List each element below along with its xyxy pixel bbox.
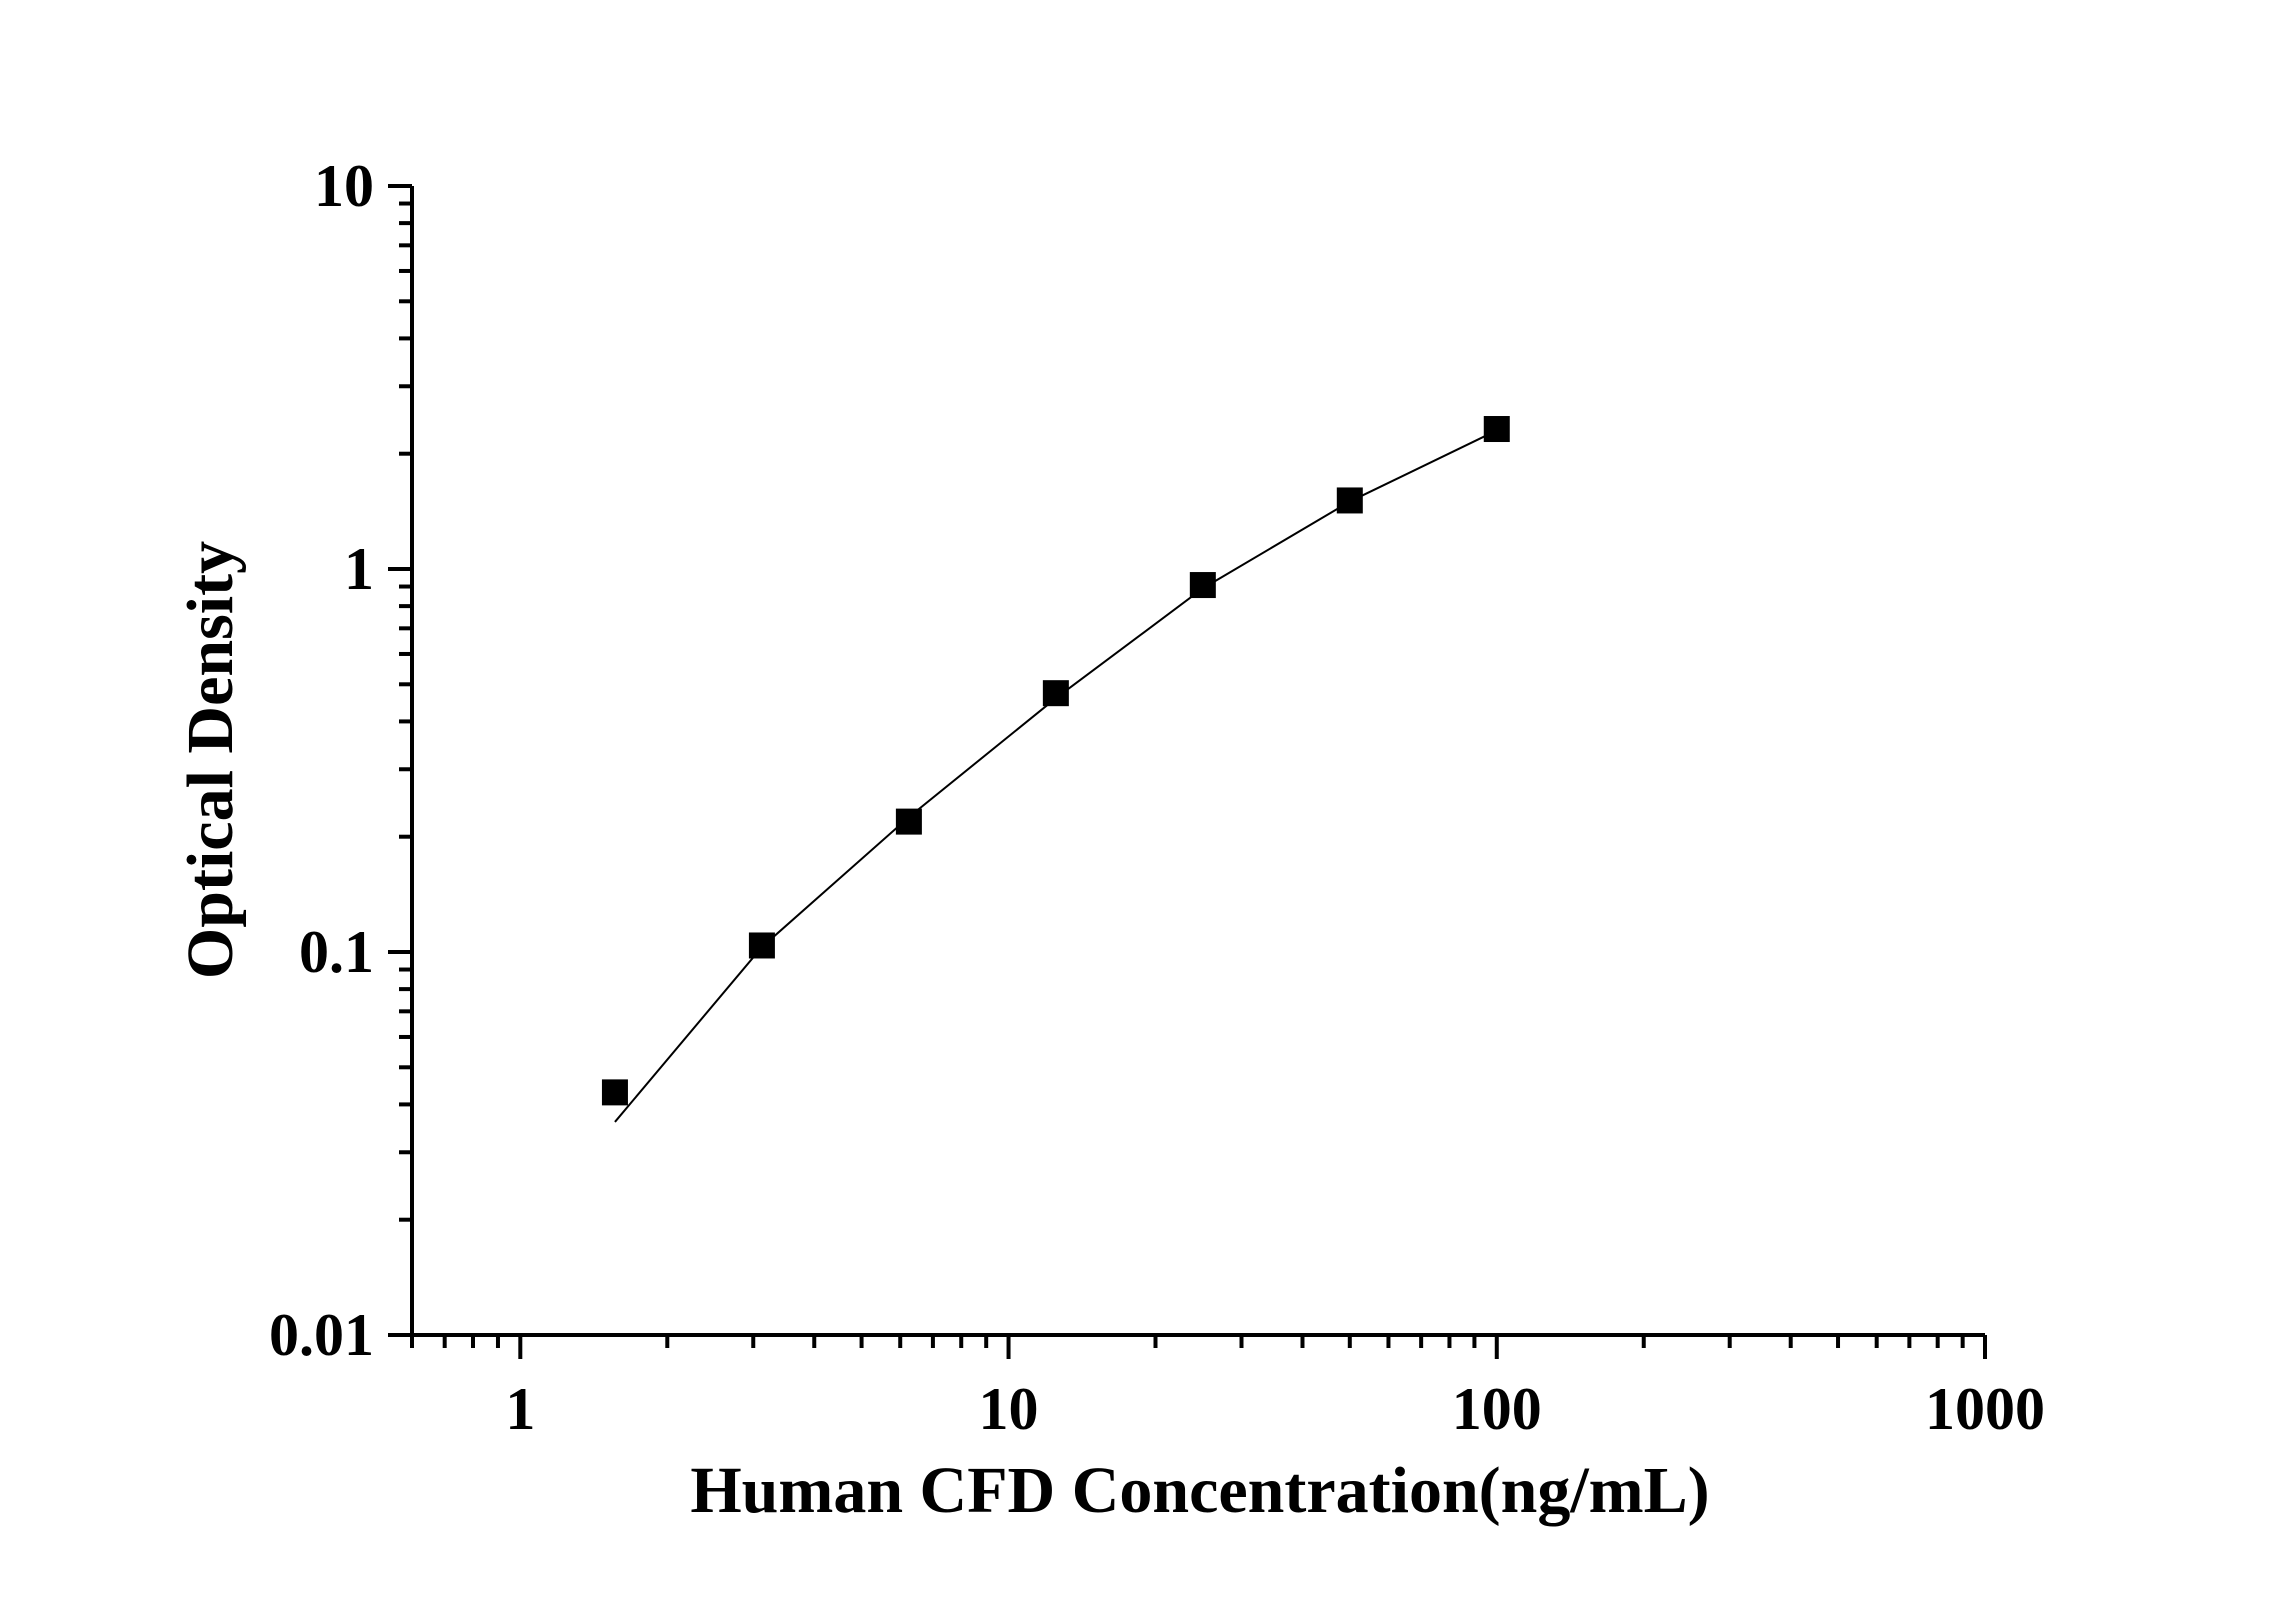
- ticks: [388, 184, 1987, 1359]
- data-point: [895, 808, 922, 835]
- x-tick-label: 1000: [1925, 1376, 2045, 1442]
- y-tick-label: 0.1: [299, 919, 374, 985]
- x-tick-label: 100: [1452, 1376, 1542, 1442]
- tick-labels: 1 10 100 1000 0.01 0.1 1 10: [269, 153, 2045, 1442]
- data-points: [601, 416, 1510, 1106]
- data-point: [1042, 680, 1069, 707]
- y-tick-label: 1: [344, 536, 374, 602]
- axes: [410, 186, 1985, 1337]
- data-point: [1483, 416, 1510, 443]
- y-axis-title: Optical Density: [174, 541, 247, 979]
- data-point: [601, 1079, 628, 1106]
- x-axis-title: Human CFD Concentration(ng/mL): [690, 1454, 1709, 1527]
- x-tick-label: 1: [505, 1376, 535, 1442]
- data-point: [1189, 572, 1216, 599]
- x-tick-label: 10: [979, 1376, 1039, 1442]
- data-point: [1336, 487, 1363, 514]
- y-tick-label: 10: [314, 153, 374, 219]
- y-tick-label: 0.01: [269, 1302, 374, 1368]
- fit-line: [614, 429, 1498, 1123]
- data-point: [748, 932, 775, 959]
